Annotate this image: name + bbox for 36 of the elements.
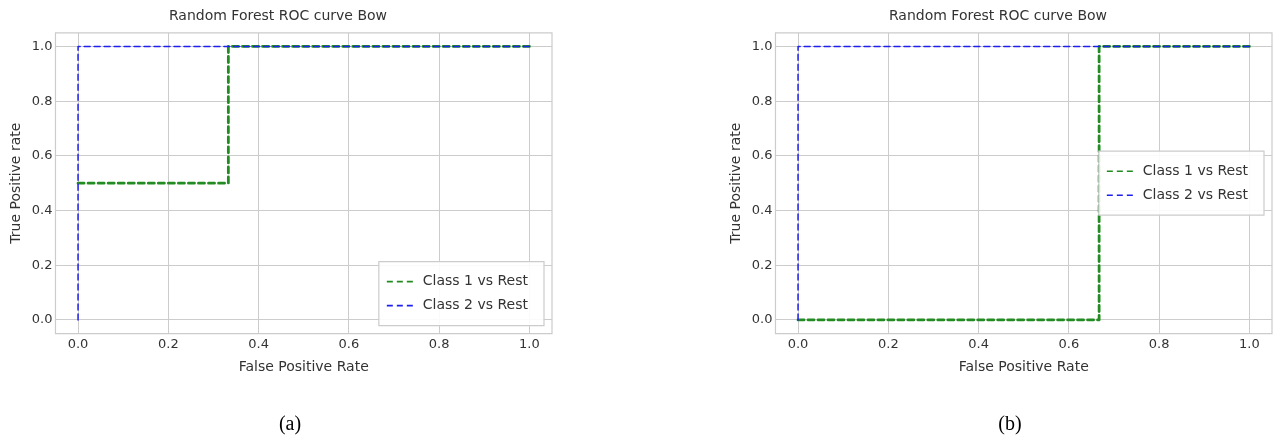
legend-label: Class 1 vs Rest (1142, 161, 1249, 178)
chart-title: Random Forest ROC curve Bow (168, 7, 388, 24)
y-tick-label: 0.8 (751, 92, 773, 108)
x-tick-label: 0.4 (248, 335, 269, 351)
y-tick-label: 0.0 (751, 311, 773, 327)
legend-label: Class 2 vs Rest (422, 296, 529, 313)
x-tick-label: 0.8 (428, 335, 450, 351)
text: (a) (277, 412, 303, 435)
x-tick-label: 0.0 (787, 335, 809, 351)
y-axis-title: True Positive rate (727, 122, 744, 245)
x-tick-label: 0.4 (968, 335, 989, 351)
x-tick-label: 1.0 (1239, 335, 1260, 351)
legend-label: Class 1 vs Rest (422, 272, 529, 289)
y-tick-label: 0.2 (31, 256, 53, 272)
y-tick-label: 0.6 (31, 147, 53, 163)
y-tick-label: 0.2 (751, 256, 773, 272)
y-tick-label: 1.0 (31, 37, 53, 53)
legend-label: Class 2 vs Rest (1142, 185, 1249, 202)
x-tick-label: 0.2 (157, 335, 179, 351)
x-tick-label: 0.2 (877, 335, 899, 351)
y-tick-label: 0.4 (751, 201, 773, 217)
text: (b) (997, 412, 1023, 435)
x-axis-title: False Positive Rate (238, 358, 369, 375)
y-tick-label: 0.4 (31, 201, 53, 217)
x-tick-label: 1.0 (519, 335, 540, 351)
y-tick-label: 0.8 (31, 92, 53, 108)
x-tick-label: 0.6 (338, 335, 360, 351)
y-tick-label: 0.6 (751, 147, 773, 163)
chart-title: Random Forest ROC curve Bow (888, 7, 1108, 24)
y-tick-label: 1.0 (751, 37, 773, 53)
y-tick-label: 0.0 (31, 311, 53, 327)
x-axis-title: False Positive Rate (958, 358, 1089, 375)
x-tick-label: 0.0 (67, 335, 89, 351)
y-axis-title: True Positive rate (7, 122, 24, 245)
x-tick-label: 0.6 (1058, 335, 1080, 351)
x-tick-label: 0.8 (1148, 335, 1170, 351)
